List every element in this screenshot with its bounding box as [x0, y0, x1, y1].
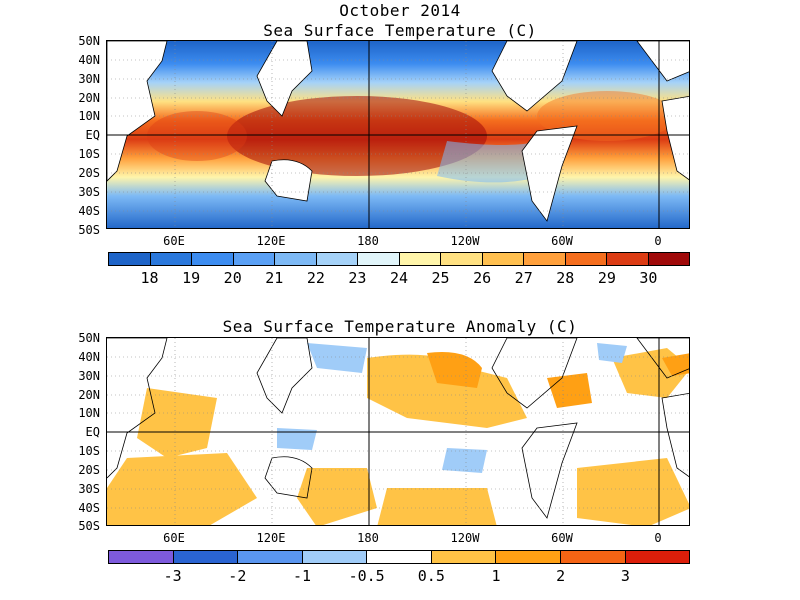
lon-label: 0 [654, 234, 662, 248]
colorbar-swatch [625, 551, 690, 563]
sst-colorbar [108, 252, 690, 266]
colorbar-label: -2 [228, 567, 247, 585]
lat-label: EQ [85, 128, 100, 142]
lat-label: 50N [78, 331, 100, 345]
lat-label: 30N [78, 72, 100, 86]
anomaly-colorbar [108, 550, 690, 564]
lon-label: 60E [163, 531, 185, 545]
lat-label: 50N [78, 34, 100, 48]
positive-anomaly-patches [107, 348, 689, 525]
colorbar-swatch [358, 253, 400, 265]
sst-title: Sea Surface Temperature (C) [263, 21, 537, 40]
lat-label: 50S [78, 519, 100, 533]
lat-label: 30S [78, 185, 100, 199]
colorbar-label: 2 [556, 567, 566, 585]
lon-label: 120E [256, 234, 286, 248]
colorbar-swatch [648, 253, 689, 265]
colorbar-label: 30 [639, 269, 658, 287]
colorbar-swatch [233, 253, 275, 265]
lon-label: 180 [357, 531, 379, 545]
colorbar-label: -3 [163, 567, 182, 585]
lon-label: 120E [256, 531, 286, 545]
lon-label: 60W [551, 531, 573, 545]
colorbar-label: -1 [292, 567, 312, 585]
lat-label: 20N [78, 91, 100, 105]
colorbar-label: 1 [491, 567, 501, 585]
lat-label: 20N [78, 388, 100, 402]
lat-label: 30N [78, 369, 100, 383]
continents [107, 41, 689, 222]
colorbar-swatch [109, 253, 151, 265]
colorbar-swatch [150, 253, 192, 265]
strong-positive-patches [427, 352, 689, 408]
negative-anomaly-patches [277, 343, 627, 473]
colorbar-swatch [275, 253, 317, 265]
colorbar-label: -0.5 [348, 567, 385, 585]
colorbar-swatch [431, 551, 497, 563]
colorbar-label: 28 [556, 269, 575, 287]
lat-label: 40S [78, 501, 100, 515]
lat-label: 10S [78, 444, 100, 458]
colorbar-label: 26 [473, 269, 492, 287]
colorbar-swatch [565, 253, 607, 265]
colorbar-swatch [524, 253, 566, 265]
colorbar-label: 25 [431, 269, 450, 287]
lat-label: 10S [78, 147, 100, 161]
lat-label: 30S [78, 482, 100, 496]
anomaly-map [106, 337, 690, 526]
lat-label: 10N [78, 109, 100, 123]
colorbar-label: 23 [348, 269, 367, 287]
lat-label: 10N [78, 406, 100, 420]
map-grid [107, 41, 689, 228]
colorbar-swatch [496, 551, 561, 563]
lat-label: 40S [78, 204, 100, 218]
colorbar-label: 3 [620, 567, 630, 585]
sst-map [106, 40, 690, 229]
colorbar-swatch [482, 253, 524, 265]
lat-label: EQ [85, 425, 100, 439]
lon-label: 0 [654, 531, 662, 545]
lon-label: 180 [357, 234, 379, 248]
indian-warm [147, 111, 247, 161]
lon-label: 120W [450, 531, 480, 545]
colorbar-label: 27 [514, 269, 533, 287]
colorbar-swatch [316, 253, 358, 265]
lat-label: 20S [78, 463, 100, 477]
colorbar-label: 0.5 [417, 567, 445, 585]
colorbar-label: 22 [306, 269, 325, 287]
colorbar-swatch [367, 551, 432, 563]
lon-label: 120W [450, 234, 480, 248]
colorbar-swatch [109, 551, 174, 563]
colorbar-swatch [399, 253, 441, 265]
lat-label: 50S [78, 223, 100, 237]
colorbar-swatch [192, 253, 234, 265]
colorbar-label: 21 [265, 269, 284, 287]
colorbar-swatch [560, 551, 626, 563]
colorbar-swatch [607, 253, 649, 265]
map-grid [107, 338, 689, 525]
colorbar-label: 18 [140, 269, 159, 287]
main-title: October 2014 [339, 1, 461, 20]
anomaly-title: Sea Surface Temperature Anomaly (C) [222, 317, 578, 336]
colorbar-swatch [173, 551, 239, 563]
lat-label: 20S [78, 166, 100, 180]
colorbar-label: 24 [389, 269, 409, 287]
colorbar-label: 20 [223, 269, 242, 287]
lat-label: 40N [78, 53, 100, 67]
continents [107, 338, 689, 519]
colorbar-swatch [441, 253, 483, 265]
lon-label: 60W [551, 234, 573, 248]
lat-label: 40N [78, 350, 100, 364]
colorbar-swatch [302, 551, 368, 563]
lon-label: 60E [163, 234, 185, 248]
colorbar-swatch [238, 551, 303, 563]
colorbar-label: 29 [597, 269, 616, 287]
colorbar-label: 19 [182, 269, 201, 287]
